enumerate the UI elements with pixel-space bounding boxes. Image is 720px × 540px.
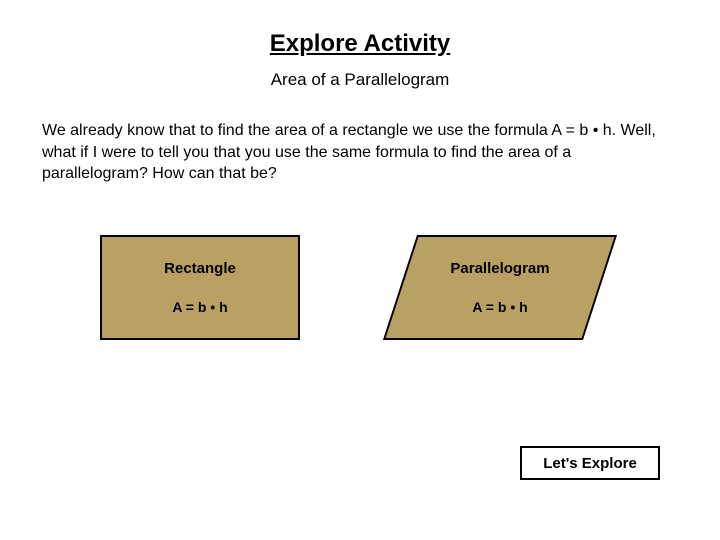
- page-title: Explore Activity: [0, 0, 720, 58]
- rectangle-shape: Rectangle A = b • h: [100, 235, 300, 340]
- parallelogram-formula: A = b • h: [472, 299, 527, 315]
- parallelogram-label: Parallelogram: [450, 260, 549, 277]
- parallelogram-content: Parallelogram A = b • h: [380, 235, 620, 340]
- rectangle-formula: A = b • h: [172, 299, 227, 315]
- rectangle-label: Rectangle: [164, 260, 236, 277]
- page-subtitle: Area of a Parallelogram: [0, 58, 720, 90]
- parallelogram-container: Parallelogram A = b • h: [380, 235, 620, 340]
- shapes-container: Rectangle A = b • h Parallelogram A = b …: [0, 185, 720, 340]
- explore-button[interactable]: Let's Explore: [520, 446, 660, 480]
- body-paragraph: We already know that to find the area of…: [0, 90, 720, 185]
